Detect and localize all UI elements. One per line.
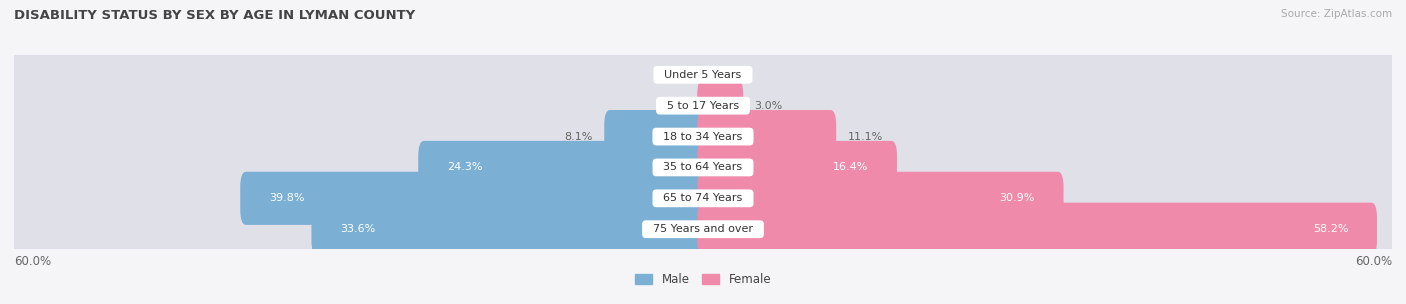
FancyBboxPatch shape [312, 203, 709, 256]
Text: 18 to 34 Years: 18 to 34 Years [657, 132, 749, 142]
Text: 30.9%: 30.9% [1000, 193, 1035, 203]
Text: 58.2%: 58.2% [1313, 224, 1348, 234]
Text: 3.0%: 3.0% [755, 101, 783, 111]
Text: 24.3%: 24.3% [447, 162, 482, 172]
Text: Under 5 Years: Under 5 Years [658, 70, 748, 80]
Text: 60.0%: 60.0% [1355, 255, 1392, 268]
FancyBboxPatch shape [4, 101, 1402, 172]
Text: 0.0%: 0.0% [658, 101, 686, 111]
Text: DISABILITY STATUS BY SEX BY AGE IN LYMAN COUNTY: DISABILITY STATUS BY SEX BY AGE IN LYMAN… [14, 9, 415, 22]
FancyBboxPatch shape [4, 132, 1402, 203]
FancyBboxPatch shape [4, 163, 1402, 234]
Text: 8.1%: 8.1% [564, 132, 593, 142]
FancyBboxPatch shape [697, 79, 744, 132]
Text: 0.0%: 0.0% [720, 70, 748, 80]
Text: 33.6%: 33.6% [340, 224, 375, 234]
Text: 60.0%: 60.0% [14, 255, 51, 268]
FancyBboxPatch shape [605, 110, 709, 163]
FancyBboxPatch shape [4, 193, 1402, 265]
Text: 75 Years and over: 75 Years and over [645, 224, 761, 234]
Text: 0.0%: 0.0% [658, 70, 686, 80]
FancyBboxPatch shape [697, 110, 837, 163]
Text: 39.8%: 39.8% [269, 193, 305, 203]
Text: 5 to 17 Years: 5 to 17 Years [659, 101, 747, 111]
FancyBboxPatch shape [697, 203, 1376, 256]
Text: 35 to 64 Years: 35 to 64 Years [657, 162, 749, 172]
Text: 16.4%: 16.4% [832, 162, 869, 172]
Text: Source: ZipAtlas.com: Source: ZipAtlas.com [1281, 9, 1392, 19]
Text: 11.1%: 11.1% [848, 132, 883, 142]
FancyBboxPatch shape [4, 39, 1402, 111]
Text: 65 to 74 Years: 65 to 74 Years [657, 193, 749, 203]
Legend: Male, Female: Male, Female [634, 273, 772, 286]
FancyBboxPatch shape [697, 141, 897, 194]
FancyBboxPatch shape [240, 172, 709, 225]
FancyBboxPatch shape [697, 172, 1063, 225]
FancyBboxPatch shape [418, 141, 709, 194]
FancyBboxPatch shape [4, 70, 1402, 141]
